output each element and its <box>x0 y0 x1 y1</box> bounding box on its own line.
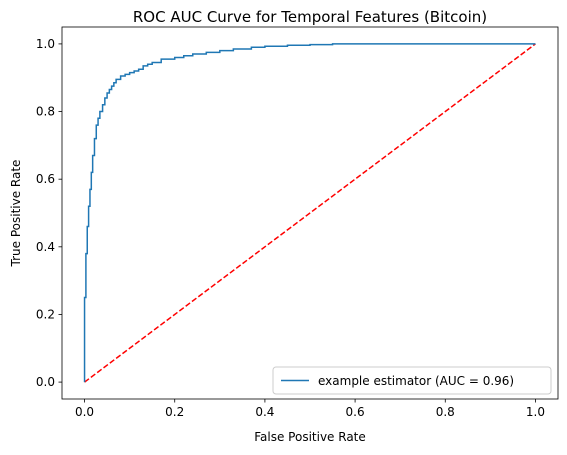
y-tick-label: 0.4 <box>36 240 55 254</box>
plot-frame <box>61 26 559 400</box>
legend: example estimator (AUC = 0.96) <box>272 366 552 395</box>
roc-curve-line <box>83 43 536 383</box>
curves-layer <box>83 43 536 383</box>
y-axis-label: True Positive Rate <box>9 160 23 268</box>
y-tick-label: 0.8 <box>36 105 55 119</box>
x-tick-label: 0.8 <box>436 405 455 419</box>
x-tick-label: 0.2 <box>165 405 184 419</box>
y-tick-label: 1.0 <box>36 37 55 51</box>
x-tick-label: 0.0 <box>75 405 94 419</box>
x-tick-label: 0.4 <box>255 405 274 419</box>
y-tick-label: 0.6 <box>36 172 55 186</box>
x-axis: 0.0 0.2 0.4 0.6 0.8 1.0 <box>75 399 545 419</box>
legend-label: example estimator (AUC = 0.96) <box>318 374 514 388</box>
y-axis: 0.0 0.2 0.4 0.6 0.8 1.0 <box>36 37 62 389</box>
x-tick-label: 1.0 <box>526 405 545 419</box>
y-tick-label: 0.2 <box>36 307 55 321</box>
legend-box <box>272 366 552 395</box>
y-tick-label: 0.0 <box>36 375 55 389</box>
chart-title: ROC AUC Curve for Temporal Features (Bit… <box>133 8 487 26</box>
x-tick-label: 0.6 <box>346 405 365 419</box>
chance-diagonal-line <box>84 43 536 383</box>
x-axis-label: False Positive Rate <box>254 430 366 444</box>
